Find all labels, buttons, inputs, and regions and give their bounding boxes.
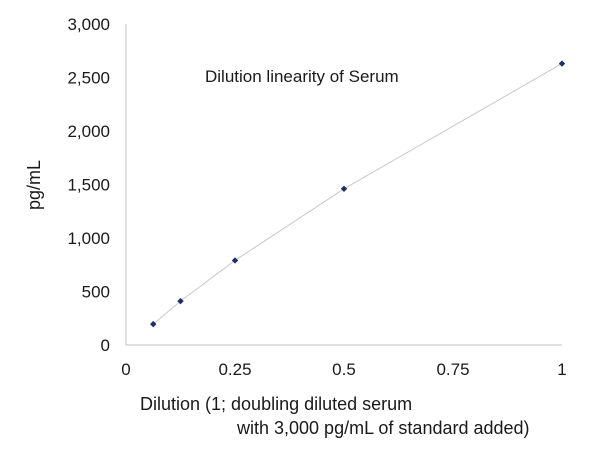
- y-tick-label: 2,500: [67, 69, 110, 88]
- y-tick-label: 1,500: [67, 176, 110, 195]
- y-tick-labels: 0 500 1,000 1,500 2,000 2,500 3,000: [67, 15, 110, 355]
- plot-marks: [150, 60, 566, 328]
- x-tick-label: 1: [557, 360, 566, 379]
- data-point: [558, 60, 566, 67]
- y-tick-label: 2,000: [67, 122, 110, 141]
- data-point: [340, 185, 348, 192]
- x-axis-title-line2: with 3,000 pg/mL of standard added): [236, 418, 530, 438]
- data-point: [150, 320, 157, 328]
- x-tick-label: 0.25: [218, 360, 251, 379]
- y-tick-label: 3,000: [67, 15, 110, 34]
- axes: [125, 24, 562, 346]
- x-tick-label: 0.5: [332, 360, 356, 379]
- data-point: [231, 257, 239, 264]
- y-tick-label: 0: [101, 336, 110, 355]
- y-tick-label: 500: [82, 283, 110, 302]
- chart-title: Dilution linearity of Serum: [205, 67, 399, 86]
- x-tick-labels: 0 0.25 0.5 0.75 1: [121, 360, 566, 379]
- x-axis-title-line1: Dilution (1; doubling diluted serum: [140, 394, 412, 414]
- trend-line: [152, 63, 563, 325]
- x-tick-label: 0.75: [436, 360, 469, 379]
- x-tick-label: 0: [121, 360, 130, 379]
- y-axis-title: pg/mL: [24, 160, 44, 210]
- y-tick-label: 1,000: [67, 229, 110, 248]
- data-point: [177, 297, 184, 305]
